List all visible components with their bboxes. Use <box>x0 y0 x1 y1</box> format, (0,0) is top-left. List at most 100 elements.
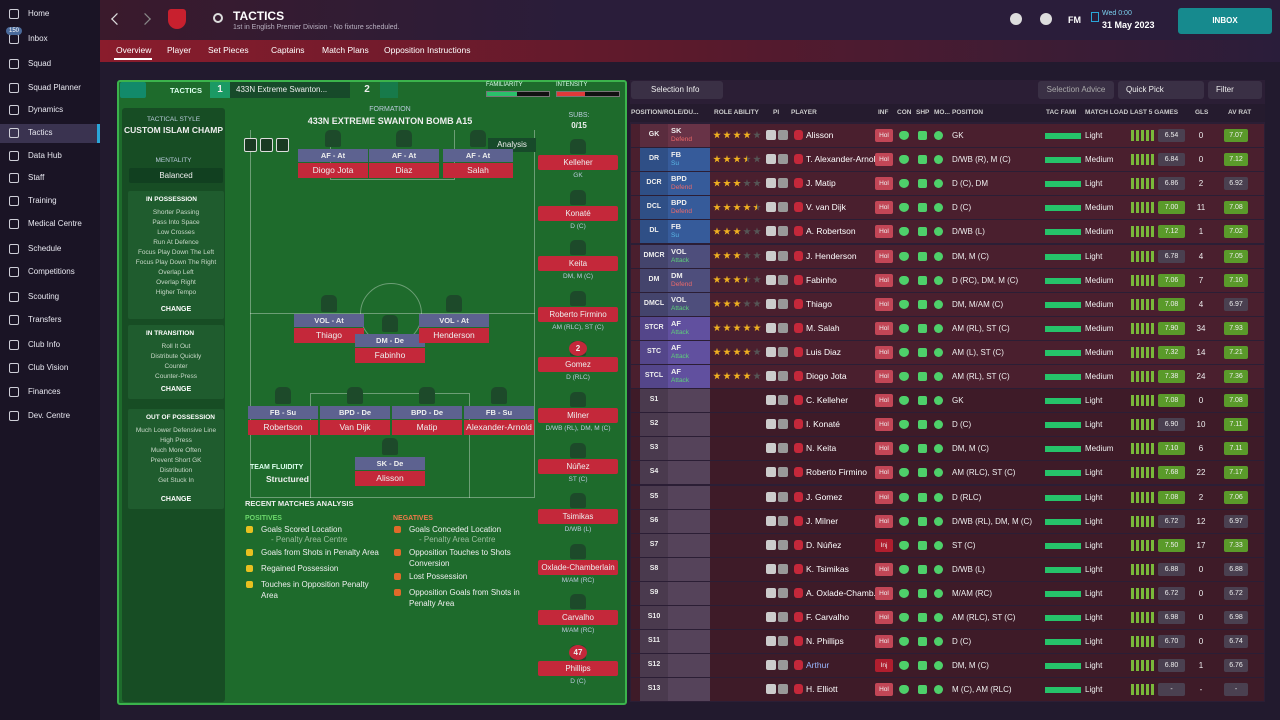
player-kit[interactable] <box>347 387 363 404</box>
player-name[interactable]: Matip <box>392 420 462 435</box>
player-role[interactable]: VOL - At <box>419 314 489 327</box>
add-tactic[interactable] <box>380 82 398 98</box>
player-name[interactable]: J. Milner <box>806 515 839 526</box>
nav-icon[interactable] <box>9 363 19 373</box>
help-icon[interactable] <box>1040 13 1052 25</box>
nav-icon[interactable] <box>9 151 19 161</box>
table-row[interactable] <box>631 148 1264 172</box>
player-name[interactable]: Thiago <box>806 298 832 309</box>
inf-badge[interactable]: Hol <box>875 490 893 504</box>
player-name[interactable]: N. Keita <box>806 443 837 454</box>
inf-badge[interactable]: Hol <box>875 370 893 383</box>
column-header[interactable]: SHP <box>916 109 930 116</box>
inf-badge[interactable]: Hol <box>875 586 893 600</box>
table-row[interactable] <box>631 196 1264 220</box>
player-role[interactable]: VOL - At <box>294 314 364 327</box>
inf-badge[interactable]: Hol <box>875 249 893 263</box>
player-name[interactable]: Van Dijk <box>320 420 390 435</box>
table-row[interactable] <box>631 461 1264 485</box>
table-row[interactable] <box>631 316 1264 340</box>
player-name[interactable]: Diogo Jota <box>806 371 847 381</box>
table-row[interactable] <box>631 413 1264 437</box>
player-name[interactable]: Fabinho <box>355 348 425 363</box>
inf-badge[interactable]: Hol <box>875 514 893 528</box>
inf-badge[interactable]: Hol <box>875 129 893 142</box>
nav-icon[interactable] <box>9 411 19 421</box>
table-row[interactable] <box>631 509 1264 533</box>
tab[interactable]: Player <box>167 45 192 55</box>
player-role[interactable]: BPD - De <box>392 406 462 419</box>
sub-name[interactable]: Carvalho <box>538 610 618 626</box>
inf-badge[interactable]: Hol <box>875 201 893 215</box>
tactic-slot[interactable]: 1 <box>210 82 230 98</box>
club-crest[interactable] <box>168 9 186 29</box>
inf-badge[interactable]: Inj <box>875 659 893 673</box>
sub-name[interactable]: Konaté <box>538 205 618 221</box>
inf-badge[interactable]: Hol <box>875 562 893 576</box>
player-kit[interactable] <box>419 387 435 404</box>
sub-name[interactable]: Roberto Firmino <box>538 306 618 322</box>
player-kit[interactable] <box>321 295 337 312</box>
sub-name[interactable]: Milner <box>538 408 618 423</box>
column-header[interactable]: LAST 5 GAMES <box>1130 109 1179 116</box>
nav-icon[interactable] <box>9 387 19 397</box>
nav-icon[interactable] <box>9 83 19 93</box>
nav-item[interactable]: Transfers <box>28 315 62 324</box>
player-role[interactable]: FB - Su <box>464 406 534 419</box>
player-kit[interactable] <box>382 438 398 455</box>
nav-icon[interactable] <box>9 59 19 69</box>
nav-item[interactable]: Schedule <box>28 244 62 253</box>
inf-badge[interactable]: Hol <box>875 153 893 167</box>
column-header[interactable]: GLS <box>1195 109 1209 116</box>
inf-badge[interactable]: Hol <box>875 345 893 359</box>
inf-badge[interactable]: Hol <box>875 466 893 480</box>
nav-item[interactable]: Club Vision <box>28 363 69 372</box>
analysis-button[interactable]: Analysis <box>488 138 536 152</box>
search-icon[interactable] <box>213 13 223 23</box>
table-row[interactable] <box>631 268 1264 292</box>
column-header[interactable]: MATCH LOAD <box>1085 109 1129 116</box>
calendar-icon[interactable] <box>1091 12 1099 22</box>
player-name[interactable]: Arthur <box>806 660 830 671</box>
tab[interactable]: Match Plans <box>322 45 369 55</box>
column-header[interactable]: POSITION/ROLE/DU... <box>631 109 699 116</box>
nav-item[interactable]: Medical Centre <box>28 219 82 228</box>
nav-item[interactable]: Home <box>28 9 50 18</box>
player-name[interactable]: T. Alexander-Arnold <box>806 154 881 165</box>
player-name[interactable]: H. Elliott <box>806 684 838 695</box>
player-name[interactable]: A. Oxlade-Chamb... <box>806 587 881 598</box>
table-row[interactable] <box>631 340 1264 364</box>
nav-icon[interactable] <box>9 340 19 350</box>
sub-name[interactable]: Gomez <box>538 357 618 373</box>
column-header[interactable]: TAC FAMI <box>1046 109 1077 116</box>
column-header[interactable]: CON <box>897 109 912 116</box>
inf-badge[interactable]: Hol <box>875 297 893 311</box>
inf-badge[interactable]: Hol <box>875 635 893 649</box>
player-name[interactable]: Alexander-Arnold <box>464 420 534 435</box>
player-kit[interactable] <box>396 130 412 147</box>
player-kit[interactable] <box>382 315 398 332</box>
table-row[interactable] <box>631 606 1264 629</box>
nav-icon[interactable] <box>9 315 19 325</box>
nav-item[interactable]: Club Info <box>28 340 61 349</box>
inf-badge[interactable]: Hol <box>875 394 893 408</box>
player-name[interactable]: J. Matip <box>806 178 836 189</box>
table-row[interactable] <box>631 389 1264 413</box>
nav-icon[interactable] <box>9 244 19 254</box>
inf-badge[interactable]: Hol <box>875 611 893 624</box>
player-name[interactable]: M. Salah <box>806 322 840 333</box>
column-header[interactable]: ROLE ABILITY <box>714 109 759 116</box>
nav-icon[interactable] <box>9 34 19 44</box>
inf-badge[interactable]: Hol <box>875 177 893 191</box>
player-name[interactable]: C. Kelleher <box>806 395 849 406</box>
nav-item[interactable]: Finances <box>28 387 61 396</box>
quick-pick[interactable]: Quick Pick <box>1118 81 1204 99</box>
nav-item[interactable]: Inbox <box>28 34 48 43</box>
player-role[interactable]: AF - At <box>298 149 368 162</box>
column-header[interactable]: PLAYER <box>791 109 817 116</box>
nav-item[interactable]: Staff <box>28 173 45 182</box>
nav-icon[interactable] <box>9 105 19 115</box>
player-role[interactable]: FB - Su <box>248 406 318 419</box>
tab[interactable]: Overview <box>116 45 152 55</box>
table-row[interactable] <box>631 172 1264 196</box>
